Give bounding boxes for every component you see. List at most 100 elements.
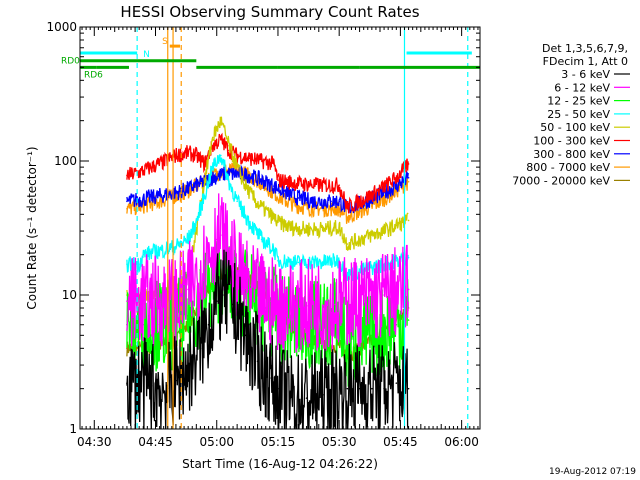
x-tick-label: 04:45 bbox=[138, 435, 173, 449]
series-point bbox=[138, 263, 140, 265]
series-point bbox=[126, 263, 128, 265]
y-tick-label: 100 bbox=[54, 154, 77, 168]
series-point bbox=[407, 176, 410, 179]
series-point bbox=[273, 248, 275, 250]
series-line bbox=[126, 164, 409, 214]
series-point bbox=[338, 226, 340, 229]
series-point bbox=[358, 200, 361, 203]
series-point bbox=[220, 138, 222, 141]
series-point bbox=[126, 382, 128, 384]
series-point bbox=[228, 180, 230, 183]
series-point bbox=[277, 387, 279, 390]
series-point bbox=[383, 230, 385, 232]
series-point bbox=[289, 305, 292, 307]
series-point bbox=[358, 387, 361, 390]
series-point bbox=[407, 256, 410, 259]
series-point bbox=[187, 314, 189, 317]
series-point bbox=[371, 297, 373, 299]
series-point bbox=[383, 387, 385, 390]
series-point bbox=[277, 179, 279, 181]
series-point bbox=[211, 166, 214, 168]
series-point bbox=[383, 328, 385, 331]
series-point bbox=[187, 238, 189, 241]
series-point bbox=[142, 300, 145, 302]
series-point bbox=[322, 228, 324, 230]
series-point bbox=[126, 207, 128, 210]
series-point bbox=[383, 263, 385, 265]
series-point bbox=[256, 202, 259, 205]
series-point bbox=[228, 144, 230, 147]
series-point bbox=[277, 303, 279, 306]
timestamp: 19-Aug-2012 07:19 bbox=[549, 467, 636, 477]
series-point bbox=[138, 382, 140, 384]
series-point bbox=[317, 184, 320, 186]
series-point bbox=[236, 154, 238, 157]
series-point bbox=[338, 200, 340, 203]
series-point bbox=[220, 154, 222, 157]
series-point bbox=[142, 198, 145, 200]
series-point bbox=[199, 270, 202, 273]
series-point bbox=[305, 397, 308, 399]
series-point bbox=[371, 387, 373, 390]
series-point bbox=[203, 194, 206, 197]
series-point bbox=[371, 266, 373, 269]
series-point bbox=[395, 291, 398, 293]
series-point bbox=[285, 191, 287, 194]
series-point bbox=[232, 263, 234, 265]
series-point bbox=[199, 347, 202, 350]
series-point bbox=[248, 174, 251, 177]
series-point bbox=[273, 163, 275, 165]
plot-area: N S RD0 RD6 bbox=[61, 26, 481, 430]
series-point bbox=[358, 270, 361, 273]
series-point bbox=[358, 210, 361, 213]
flag-label-n: N bbox=[143, 50, 150, 60]
series-point bbox=[395, 382, 398, 384]
series-point bbox=[203, 180, 206, 183]
y-axis: 1 10 100 1000 bbox=[46, 20, 480, 436]
series-point bbox=[313, 207, 316, 210]
series-point bbox=[154, 251, 157, 253]
series-point bbox=[126, 300, 128, 302]
series-point bbox=[207, 251, 210, 253]
series-point bbox=[305, 305, 308, 307]
series-point bbox=[248, 288, 251, 291]
y-axis-label: Count Rate (s⁻¹ detector⁻¹) bbox=[25, 146, 39, 309]
series-point bbox=[305, 228, 308, 230]
series-point bbox=[407, 319, 410, 321]
series-point bbox=[142, 205, 145, 207]
series-point bbox=[158, 200, 161, 203]
x-tick-label: 05:45 bbox=[383, 435, 418, 449]
series-point bbox=[236, 166, 238, 168]
series-point bbox=[407, 288, 410, 291]
legend-header-line-2: FDecim 1, Att 0 bbox=[543, 55, 628, 68]
series-point bbox=[187, 288, 189, 291]
series-point bbox=[313, 200, 316, 203]
series-point bbox=[395, 176, 398, 179]
series-line bbox=[126, 132, 409, 214]
series-point bbox=[187, 188, 189, 190]
legend-label: 100 - 300 keV bbox=[533, 135, 610, 148]
series-point bbox=[224, 245, 226, 248]
series-point bbox=[395, 185, 398, 187]
legend-label: 800 - 7000 keV bbox=[526, 161, 610, 174]
series-point bbox=[162, 161, 165, 163]
x-tick-label: 06:00 bbox=[444, 435, 479, 449]
series-point bbox=[232, 303, 234, 306]
series-point bbox=[358, 300, 361, 302]
series-point bbox=[138, 171, 140, 174]
series-point bbox=[215, 300, 218, 302]
series-point bbox=[187, 152, 189, 154]
series-point bbox=[175, 191, 177, 194]
series-point bbox=[126, 174, 128, 177]
series-point bbox=[277, 221, 279, 223]
series-point bbox=[244, 334, 247, 337]
legend-label: 7000 - 20000 keV bbox=[512, 174, 610, 187]
series-point bbox=[346, 206, 349, 209]
series-point bbox=[175, 379, 177, 382]
series-point bbox=[346, 344, 349, 347]
series-300-800-kev bbox=[126, 164, 410, 214]
legend-label: 25 - 50 keV bbox=[547, 108, 610, 121]
series-point bbox=[277, 259, 279, 262]
plot-frame bbox=[79, 26, 481, 430]
x-axis: 04:30 04:45 05:00 05:15 05:30 05:45 06:00 bbox=[77, 27, 479, 449]
